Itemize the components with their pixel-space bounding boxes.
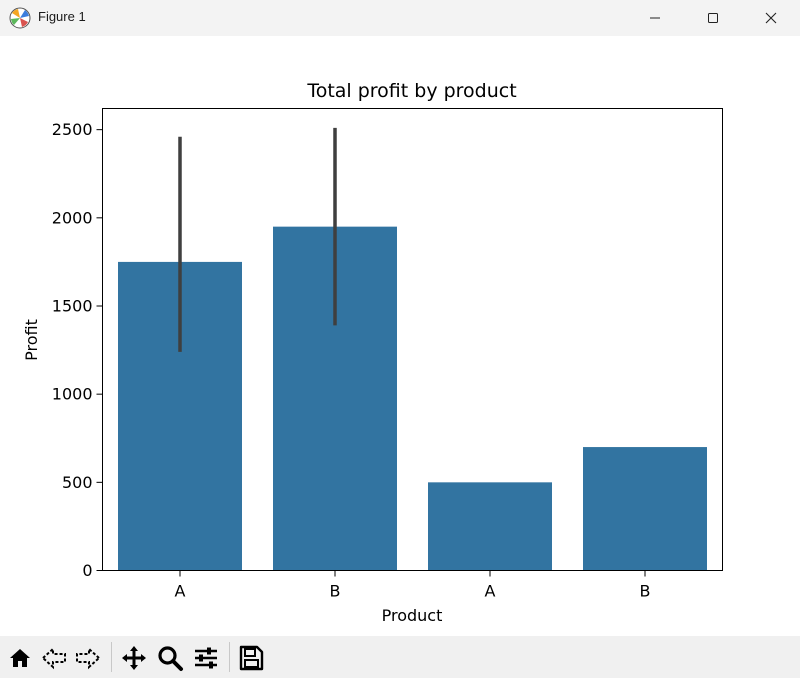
figure-canvas: Total profit by product 0 500 1000 1500 2000… bbox=[0, 36, 800, 636]
bar bbox=[583, 447, 707, 571]
maximize-icon bbox=[708, 13, 718, 23]
y-tick-label: 1000 bbox=[52, 385, 93, 404]
pan-button[interactable] bbox=[119, 644, 149, 672]
save-button[interactable] bbox=[236, 644, 266, 672]
back-icon bbox=[41, 646, 66, 670]
maximize-button[interactable] bbox=[684, 0, 742, 36]
bar bbox=[428, 482, 552, 571]
pan-icon bbox=[122, 646, 146, 670]
configure-subplots-icon bbox=[195, 647, 217, 669]
home-button[interactable] bbox=[5, 644, 35, 672]
plot-frame bbox=[102, 108, 723, 571]
minimize-button[interactable] bbox=[626, 0, 684, 36]
matplotlib-logo-icon bbox=[9, 7, 31, 29]
home-icon bbox=[10, 649, 30, 667]
x-tick-label: B bbox=[640, 582, 651, 601]
window-titlebar: Figure 1 bbox=[0, 0, 800, 36]
configure-subplots-button[interactable] bbox=[191, 644, 221, 672]
back-button[interactable] bbox=[39, 644, 69, 672]
chart-title: Total profit by product bbox=[306, 80, 516, 102]
x-tick-label: A bbox=[175, 582, 186, 601]
x-tick-label: A bbox=[485, 582, 496, 601]
close-button[interactable] bbox=[742, 0, 800, 36]
x-axis-label: Product bbox=[382, 606, 443, 625]
save-icon bbox=[239, 645, 264, 671]
close-icon bbox=[765, 12, 777, 24]
navigation-toolbar bbox=[0, 636, 800, 678]
minimize-icon bbox=[650, 17, 660, 19]
y-tick-label: 2000 bbox=[52, 208, 93, 227]
y-tick-label: 1500 bbox=[52, 296, 93, 315]
y-tick-label: 0 bbox=[82, 561, 92, 580]
bar-chart: Total profit by product 0 500 1000 1500 2000… bbox=[22, 80, 723, 625]
y-axis-label: Profit bbox=[22, 319, 41, 361]
y-axis: 0 500 1000 1500 2000 2500 bbox=[52, 120, 103, 580]
zoom-button[interactable] bbox=[155, 644, 185, 672]
y-tick-label: 500 bbox=[62, 473, 93, 492]
toolbar-separator bbox=[111, 642, 112, 672]
toolbar-separator bbox=[229, 642, 230, 672]
zoom-icon bbox=[158, 646, 183, 671]
y-tick-label: 2500 bbox=[52, 120, 93, 139]
forward-icon bbox=[76, 646, 101, 670]
bars-layer bbox=[118, 127, 707, 571]
x-tick-label: B bbox=[330, 582, 341, 601]
window-title: Figure 1 bbox=[38, 9, 86, 24]
forward-button[interactable] bbox=[73, 644, 103, 672]
